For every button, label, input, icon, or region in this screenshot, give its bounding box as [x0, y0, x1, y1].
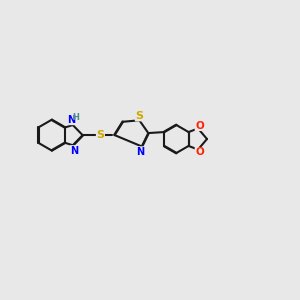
Text: S: S — [96, 130, 104, 140]
Text: N: N — [70, 146, 78, 156]
Text: O: O — [195, 148, 204, 158]
Text: O: O — [195, 121, 204, 130]
Text: N: N — [67, 115, 75, 125]
Text: H: H — [72, 113, 79, 122]
Text: N: N — [136, 147, 144, 157]
Text: S: S — [135, 111, 143, 121]
